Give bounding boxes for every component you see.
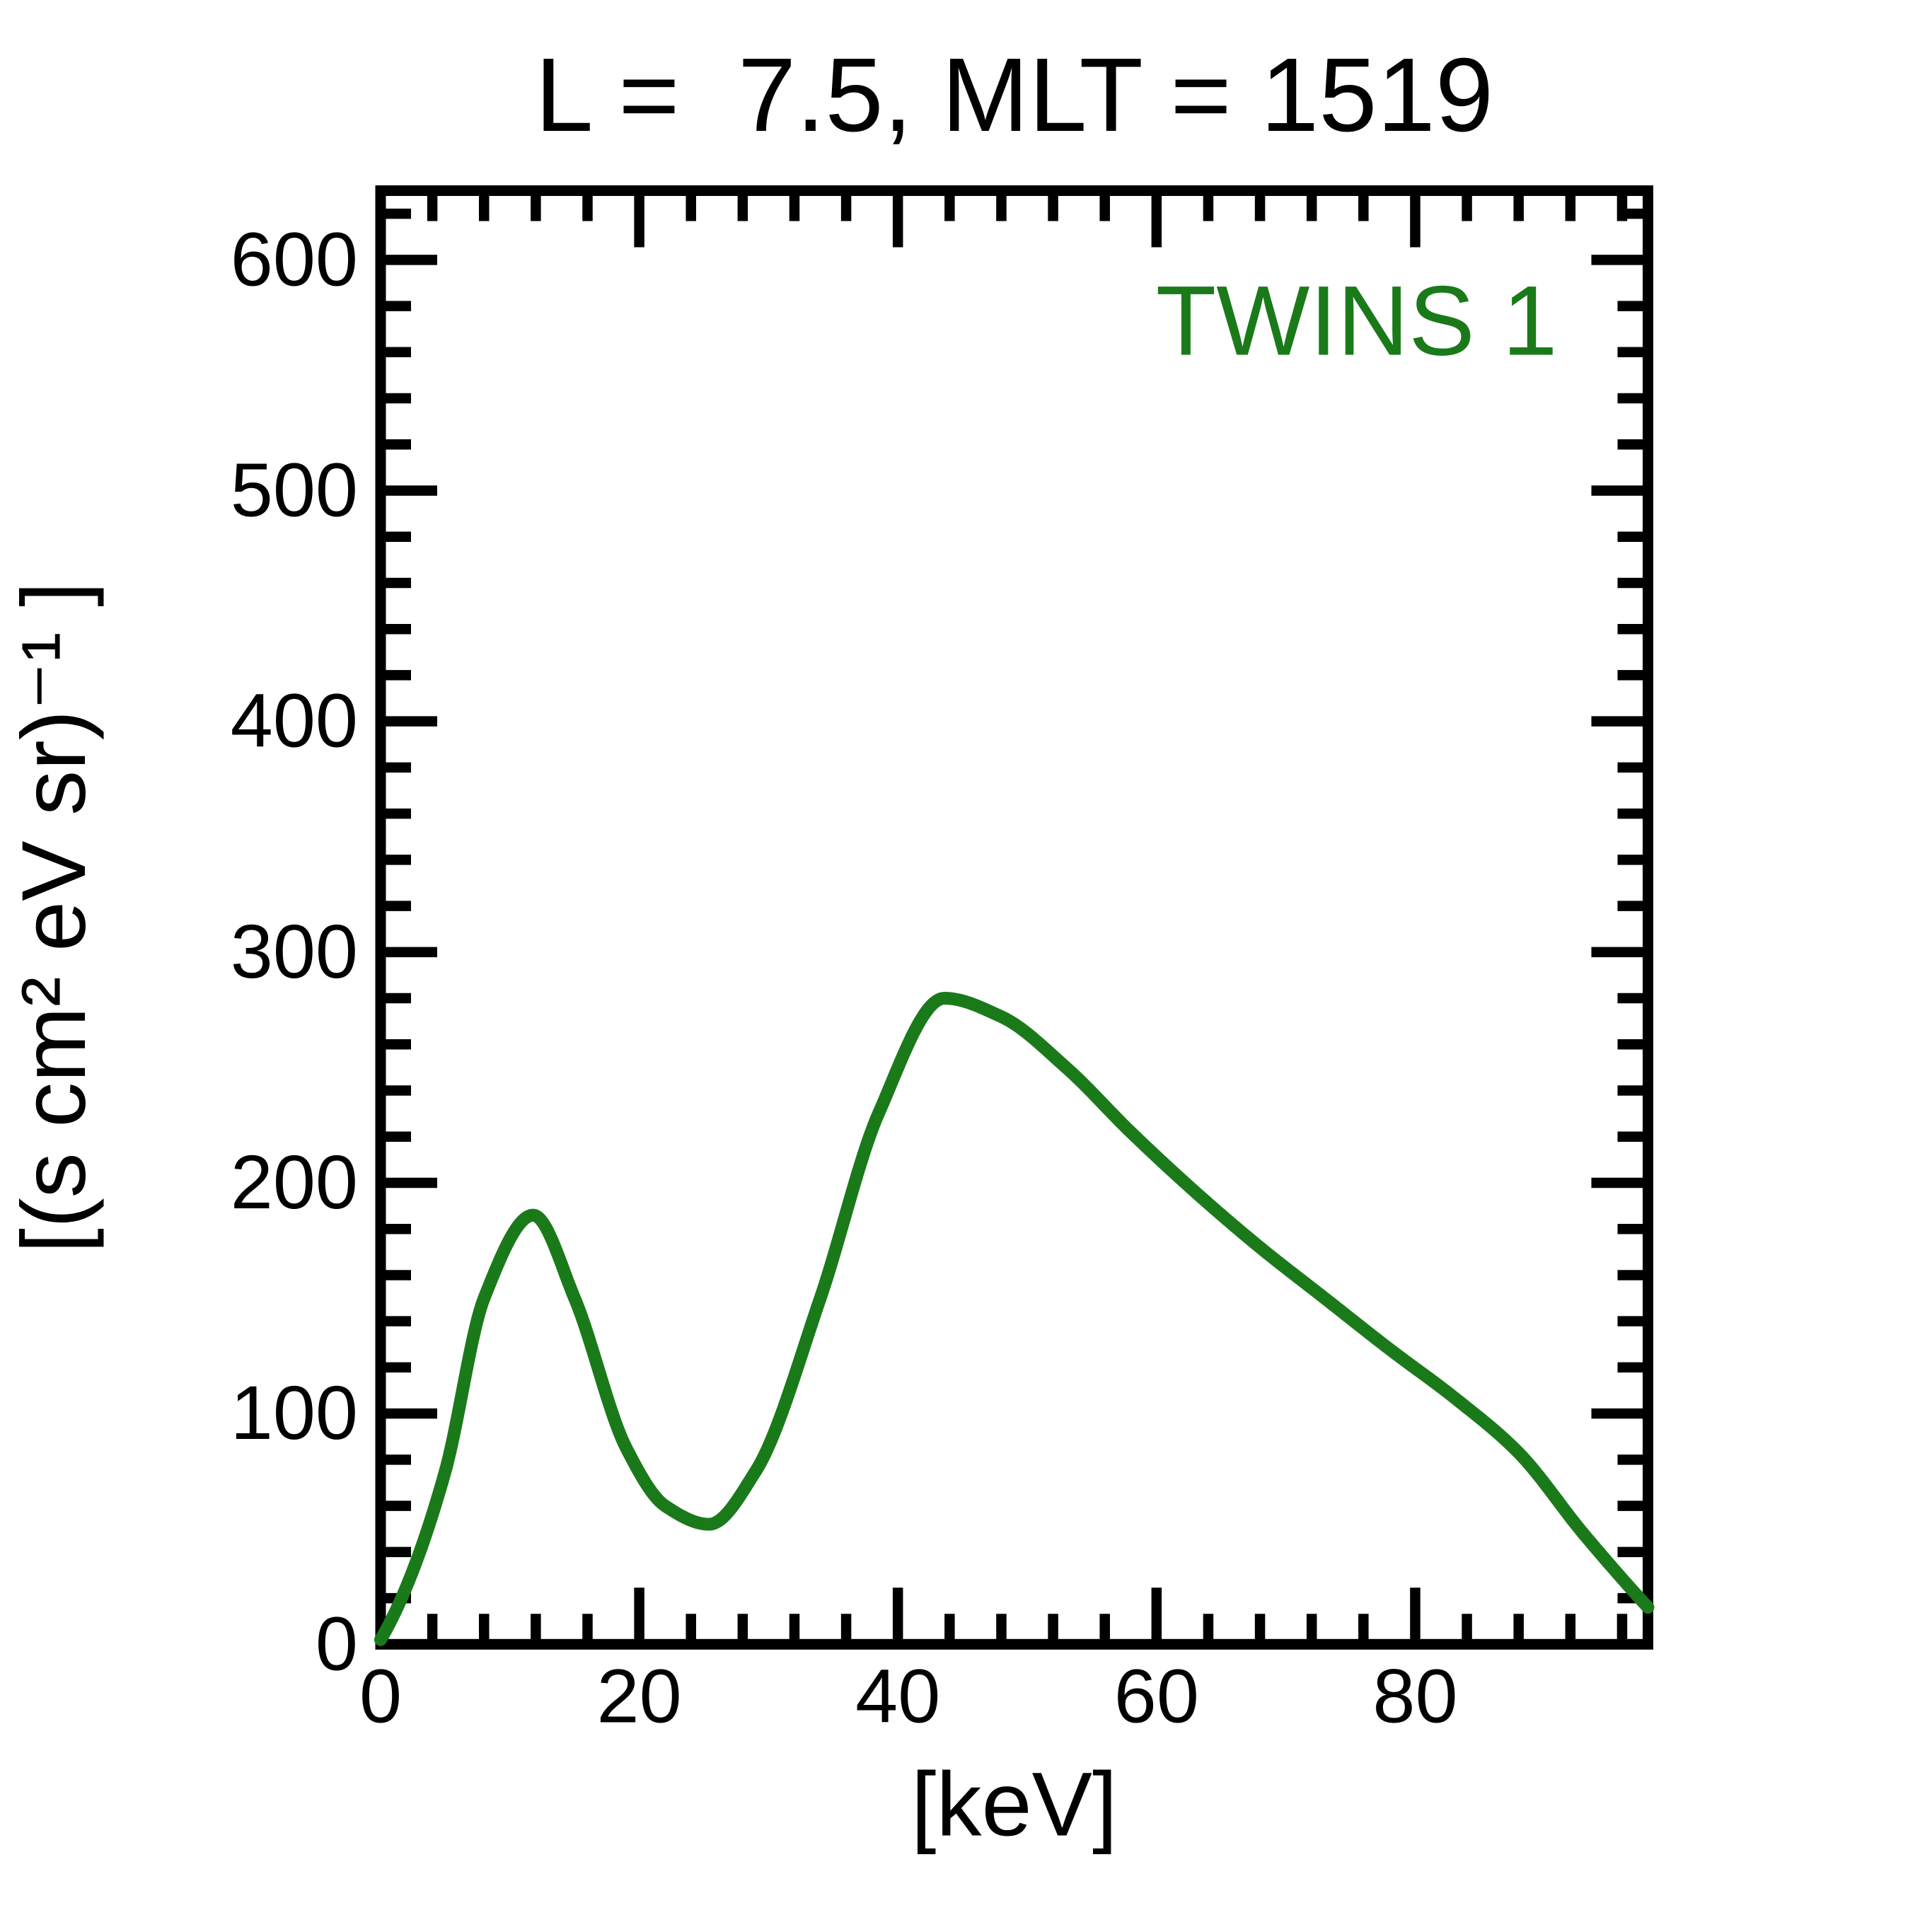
svg-text:[keV]: [keV] <box>911 1754 1118 1855</box>
svg-text:200: 200 <box>231 1139 358 1225</box>
svg-text:TWINS 1: TWINS 1 <box>1156 265 1558 376</box>
svg-text:60: 60 <box>1114 1653 1199 1738</box>
svg-text:100: 100 <box>231 1370 358 1455</box>
svg-text:[(s cm² eV sr)⁻¹ ]: [(s cm² eV sr)⁻¹ ] <box>4 582 105 1253</box>
svg-text:400: 400 <box>231 678 358 763</box>
svg-text:0: 0 <box>316 1600 358 1686</box>
svg-text:0: 0 <box>359 1653 402 1738</box>
svg-text:300: 300 <box>231 908 358 994</box>
svg-text:500: 500 <box>231 447 358 533</box>
svg-text:40: 40 <box>855 1653 940 1738</box>
svg-text:600: 600 <box>231 216 358 301</box>
svg-text:20: 20 <box>597 1653 682 1738</box>
svg-text:L = 7.5, MLT = 1519: L = 7.5, MLT = 1519 <box>535 37 1493 154</box>
svg-text:80: 80 <box>1372 1653 1457 1738</box>
